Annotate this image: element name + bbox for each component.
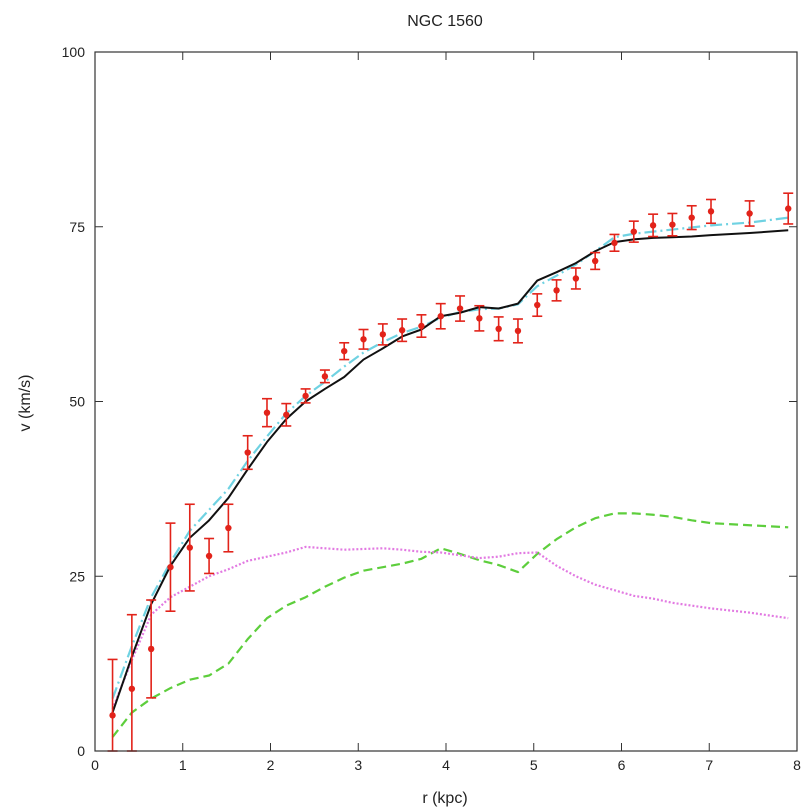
y-axis-label: v (km/s) [17,375,34,432]
data-point [669,221,676,228]
data-point [379,331,387,338]
data-point [707,208,715,215]
data-point [630,228,637,235]
data-point [263,409,271,416]
data-point [225,524,232,532]
data-point [437,313,444,320]
data-point [128,685,136,692]
data-point [205,552,213,560]
component-dashed-line [111,512,789,738]
x-tick-label: 0 [91,757,99,773]
y-tick-label: 0 [77,743,85,759]
x-tick-label: 5 [530,757,538,773]
data-point [321,373,329,380]
data-point [456,305,464,312]
y-tick-label: 100 [62,44,86,60]
data-point [418,322,425,330]
data-point [147,645,155,653]
x-tick-label: 6 [618,757,626,773]
data-point [476,315,483,322]
y-tick-label: 75 [69,219,85,235]
data-point [167,563,174,571]
chart-title: NGC 1560 [407,13,483,30]
x-tick-label: 8 [793,757,801,773]
model-fit-line [111,216,789,699]
data-point [688,214,695,221]
data-point [360,336,367,343]
data-point [186,544,193,551]
plot-frame [94,51,798,752]
data-point [611,239,618,247]
data-point [302,392,309,400]
data-point [553,287,560,294]
component-dotted-line [111,545,789,710]
x-tick-label: 3 [354,757,362,773]
data-point [398,327,406,334]
data-point [244,449,251,456]
x-axis-label: r (kpc) [422,790,467,807]
series-layer [107,192,794,752]
y-tick-label: 50 [69,394,85,410]
y-tick-label: 25 [69,568,85,584]
model-total-line [111,229,789,713]
data-point [534,301,541,309]
x-tick-label: 7 [705,757,713,773]
data-point [341,347,348,355]
x-tick-label: 4 [442,757,450,773]
x-tick-label: 1 [179,757,187,773]
data-point [283,411,290,418]
x-tick-label: 2 [267,757,275,773]
data-point [785,205,792,212]
data-point [572,275,580,282]
data-point [591,257,599,265]
data-point [649,222,657,229]
data-point [746,210,753,217]
data-point [495,325,502,333]
data-point [109,712,116,719]
data-point [514,327,522,335]
axis-ticks: 0 1 2 3 4 5 6 7 8 0 25 50 75 100 [62,44,801,773]
